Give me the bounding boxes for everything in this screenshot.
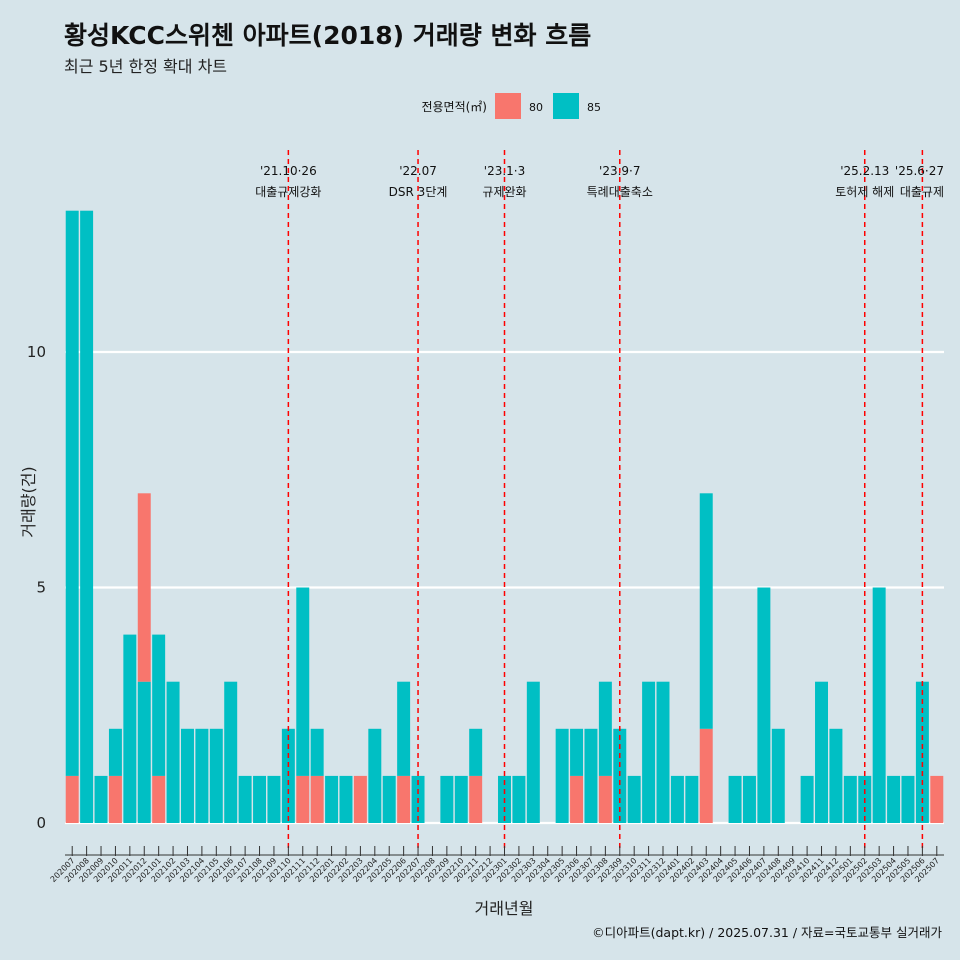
source-caption: ©디아파트(dapt.kr) / 2025.07.31 / 자료=국토교통부 실…	[592, 925, 942, 940]
bar-85-202411	[815, 681, 829, 823]
bar-85-202205	[382, 775, 396, 823]
bar-80-202111	[296, 775, 310, 823]
bar-85-202501	[843, 775, 857, 823]
bar-85-202210	[454, 775, 468, 823]
bar-80-202012	[137, 493, 151, 682]
bar-80-202507	[930, 775, 944, 823]
bar-85-202311	[642, 681, 656, 823]
bar-80-202403	[699, 728, 713, 823]
y-axis-title: 거래량(건)	[19, 466, 38, 537]
bar-80-202112	[310, 775, 324, 823]
bar-85-202403	[699, 493, 713, 729]
event-name-label: 대출규제	[900, 185, 944, 199]
bar-80-202101	[152, 775, 166, 823]
y-tick-label: 0	[36, 814, 46, 832]
bar-85-202007	[65, 210, 79, 776]
bar-85-202008	[80, 210, 94, 823]
bar-85-202308	[598, 681, 612, 776]
bar-85-202405	[728, 775, 742, 823]
bar-85-202202	[339, 775, 353, 823]
legend-title: 전용면적(㎡)	[421, 100, 487, 114]
bar-80-202308	[598, 775, 612, 823]
bar-80-202206	[397, 775, 411, 823]
bar-85-202412	[829, 728, 843, 823]
bar-85-202009	[94, 775, 108, 823]
bar-80-202010	[108, 775, 122, 823]
bars	[65, 210, 944, 823]
bar-85-202111	[296, 587, 310, 776]
legend-swatch-80	[495, 93, 521, 119]
chart-subtitle: 최근 5년 한정 확대 차트	[64, 57, 228, 76]
bar-85-202312	[656, 681, 670, 823]
event-date-label: '22.07	[399, 164, 437, 178]
event-name-label: 규제완화	[482, 185, 526, 199]
bar-85-202102	[166, 681, 180, 823]
bar-85-202104	[195, 728, 209, 823]
bar-85-202407	[757, 587, 771, 823]
bar-85-202310	[627, 775, 641, 823]
bar-85-202112	[310, 728, 324, 776]
y-tick-label: 10	[27, 343, 46, 361]
bar-80-202007	[65, 775, 79, 823]
event-date-label: '23.9·7	[599, 164, 640, 178]
bar-85-202406	[742, 775, 756, 823]
x-axis: 2020072020082020092020102020112020122021…	[49, 846, 944, 884]
event-date-label: '21.10·26	[260, 164, 317, 178]
bar-85-202302	[512, 775, 526, 823]
bar-85-202504	[887, 775, 901, 823]
legend-label-80: 80	[529, 101, 543, 114]
y-axis: 0 5 10	[27, 343, 46, 832]
event-date-label: '25.2.13	[840, 164, 889, 178]
bar-85-202011	[123, 634, 137, 823]
bar-85-202303	[526, 681, 540, 823]
bar-80-202306	[570, 775, 584, 823]
bar-85-202105	[209, 728, 223, 823]
bar-85-202410	[800, 775, 814, 823]
event-name-label: DSR 3단계	[389, 185, 448, 199]
bar-85-202206	[397, 681, 411, 776]
event-name-label: 토허제 해제	[835, 185, 894, 199]
legend-label-85: 85	[587, 101, 601, 114]
y-tick-label: 5	[36, 579, 46, 597]
bar-80-202203	[353, 775, 367, 823]
bar-85-202204	[368, 728, 382, 823]
bar-85-202107	[238, 775, 252, 823]
event-annotations: '21.10·26 대출규제강화 '22.07 DSR 3단계 '23.1·3 규제완화 '…	[255, 164, 944, 199]
bar-85-202401	[670, 775, 684, 823]
bar-85-202101	[152, 634, 166, 776]
bar-85-202108	[253, 775, 267, 823]
bar-85-202503	[872, 587, 886, 823]
bar-85-202307	[584, 728, 598, 823]
legend: 전용면적(㎡) 80 85	[421, 93, 601, 119]
legend-swatch-85	[553, 93, 579, 119]
event-name-label: 대출규제강화	[255, 185, 321, 199]
event-date-label: '25.6·27	[895, 164, 944, 178]
event-date-label: '23.1·3	[484, 164, 525, 178]
bar-85-202012	[137, 681, 151, 823]
event-name-label: 특례대출축소	[587, 185, 653, 199]
bar-85-202209	[440, 775, 454, 823]
bar-85-202211	[469, 728, 483, 776]
bar-85-202109	[267, 775, 281, 823]
chart-title: 황성KCC스위첸 아파트(2018) 거래량 변화 흐름	[64, 21, 592, 50]
x-axis-title: 거래년월	[475, 899, 534, 918]
bar-80-202211	[469, 775, 483, 823]
bar-85-202305	[555, 728, 569, 823]
bar-85-202106	[224, 681, 238, 823]
bar-85-202506	[915, 681, 929, 823]
bar-85-202408	[771, 728, 785, 823]
bar-85-202505	[901, 775, 915, 823]
bar-85-202201	[325, 775, 339, 823]
bar-85-202010	[108, 728, 122, 776]
bar-85-202402	[685, 775, 699, 823]
bar-85-202103	[180, 728, 194, 823]
bar-85-202306	[570, 728, 584, 776]
